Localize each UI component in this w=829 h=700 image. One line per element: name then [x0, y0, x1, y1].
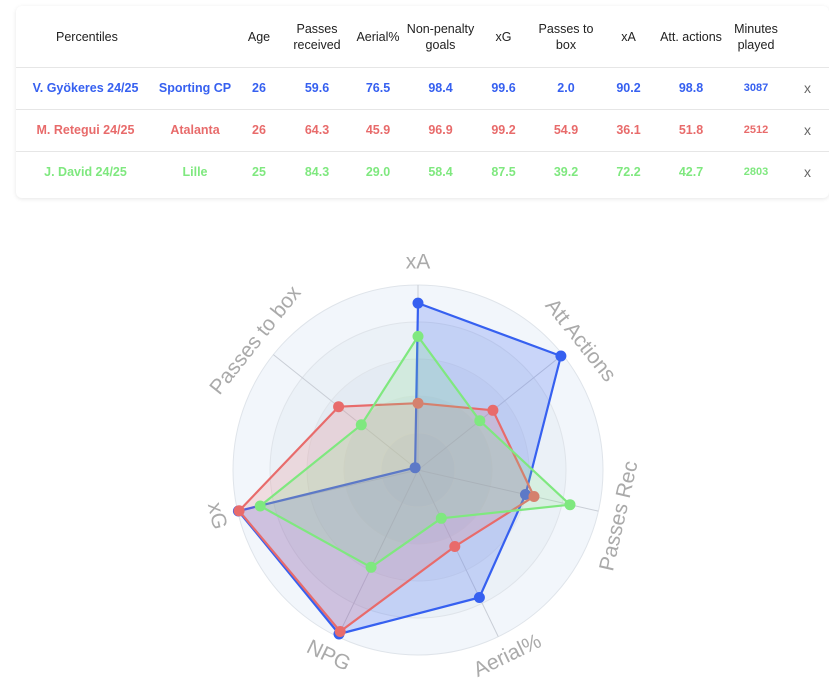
header-aerial[interactable]: Aerial% [356, 29, 400, 44]
remove-player-button[interactable]: x [786, 67, 829, 110]
radar-series [232, 297, 576, 640]
aerial-value: 76.5 [351, 67, 405, 110]
xg-value: 87.5 [476, 151, 531, 193]
radar-point[interactable] [412, 397, 424, 409]
npg-value: 58.4 [405, 151, 476, 193]
team-name: Lille [155, 151, 235, 193]
header-percentiles: Percentiles [56, 29, 118, 44]
radar-point[interactable] [487, 404, 499, 416]
passes-received-value: 59.6 [283, 67, 351, 110]
radar-point[interactable] [412, 330, 424, 342]
radar-axis-label: NPG [303, 635, 354, 675]
radar-point[interactable] [233, 505, 245, 517]
aerial-value: 45.9 [351, 109, 405, 152]
table-header-row: Percentiles Age Passes received Aerial% … [16, 6, 829, 68]
radar-point[interactable] [473, 592, 485, 603]
passes-to-box-value: 54.9 [531, 109, 601, 152]
radar-point[interactable] [435, 512, 447, 524]
table-row[interactable]: V. Gyökeres 24/25 Sporting CP 26 59.6 76… [16, 67, 829, 110]
aerial-value: 29.0 [351, 151, 405, 193]
remove-player-button[interactable]: x [786, 151, 829, 193]
radar-point[interactable] [474, 415, 486, 427]
header-non-penalty-goals[interactable]: Non-penalty goals [406, 21, 475, 52]
minutes-value: 3087 [726, 67, 786, 110]
header-minutes-played[interactable]: Minutes played [734, 21, 778, 52]
header-remove-spacer [786, 6, 829, 68]
xa-value: 36.1 [601, 109, 656, 152]
radar-point[interactable] [520, 489, 531, 500]
header-passes-to-box[interactable]: Passes to box [538, 21, 594, 52]
att-actions-value: 98.8 [656, 67, 726, 110]
radar-series-area [237, 301, 563, 636]
player-name[interactable]: M. Retegui 24/25 [16, 109, 155, 152]
minutes-value: 2512 [726, 109, 786, 152]
passes-to-box-value: 2.0 [531, 67, 601, 110]
table-row[interactable]: J. David 24/25 Lille 25 84.3 29.0 58.4 8… [16, 151, 829, 193]
header-age[interactable]: Age [247, 29, 271, 44]
radar-point[interactable] [409, 462, 421, 474]
player-name[interactable]: V. Gyökeres 24/25 [16, 67, 155, 110]
radar-series-area [259, 335, 572, 569]
xa-value: 90.2 [601, 67, 656, 110]
radar-point[interactable] [412, 297, 424, 309]
radar-point[interactable] [355, 419, 367, 431]
passes-received-value: 64.3 [283, 109, 351, 152]
age-value: 25 [235, 151, 283, 193]
radar-point[interactable] [254, 500, 266, 512]
npg-value: 98.4 [405, 67, 476, 110]
radar-spoke [417, 469, 499, 637]
passes-to-box-value: 39.2 [531, 151, 601, 193]
header-xa[interactable]: xA [621, 29, 636, 44]
remove-player-button[interactable]: x [786, 109, 829, 152]
npg-value: 96.9 [405, 109, 476, 152]
header-passes-received[interactable]: Passes received [293, 21, 341, 52]
age-value: 26 [235, 67, 283, 110]
radar-series-area [238, 402, 536, 633]
att-actions-value: 42.7 [656, 151, 726, 193]
radar-point[interactable] [449, 541, 461, 552]
xa-value: 72.2 [601, 151, 656, 193]
radar-point[interactable] [564, 499, 576, 511]
radar-spoke [273, 354, 419, 471]
radar-series [233, 397, 540, 637]
radar-axis-label: xA [406, 251, 431, 274]
comparison-table-card: Percentiles Age Passes received Aerial% … [16, 6, 829, 198]
radar-axis-label: xG [203, 500, 231, 531]
radar-point[interactable] [528, 491, 540, 502]
radar-point[interactable] [333, 401, 345, 413]
header-xg[interactable]: xG [495, 29, 512, 44]
percentiles-table: Percentiles Age Passes received Aerial% … [16, 6, 829, 193]
age-value: 26 [235, 109, 283, 152]
radar-series [254, 330, 576, 573]
xg-value: 99.2 [476, 109, 531, 152]
table-row[interactable]: M. Retegui 24/25 Atalanta 26 64.3 45.9 9… [16, 109, 829, 152]
radar-point[interactable] [555, 350, 567, 362]
xg-value: 99.6 [476, 67, 531, 110]
att-actions-value: 51.8 [656, 109, 726, 152]
header-att-actions[interactable]: Att. actions [660, 29, 722, 44]
minutes-value: 2803 [726, 151, 786, 193]
radar-point[interactable] [365, 561, 377, 573]
passes-received-value: 84.3 [283, 151, 351, 193]
player-name[interactable]: J. David 24/25 [16, 151, 155, 193]
radar-series [232, 297, 567, 640]
radar-point[interactable] [334, 626, 346, 637]
radar-spoke [337, 469, 419, 637]
team-name: Sporting CP [155, 67, 235, 110]
team-name: Atalanta [155, 109, 235, 152]
